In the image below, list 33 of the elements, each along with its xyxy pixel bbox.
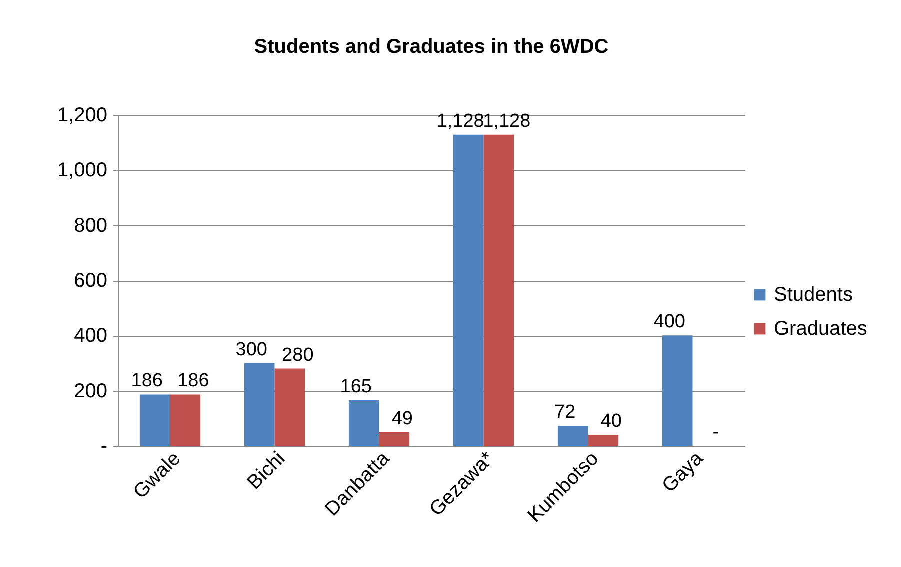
bar: [348, 400, 380, 446]
data-label: 186: [178, 370, 210, 392]
data-label: 49: [392, 408, 413, 430]
bar: [140, 394, 170, 446]
bar: [274, 368, 306, 446]
chart-title: Students and Graduates in the 6WDC: [254, 36, 609, 58]
data-label: 280: [282, 344, 314, 366]
data-label: 400: [654, 312, 686, 333]
data-label: 72: [554, 402, 576, 424]
bar: [453, 134, 484, 446]
bar: [484, 134, 514, 446]
legend-label: Graduates: [774, 318, 868, 340]
y-tick-label: -: [100, 436, 108, 458]
bar: [662, 336, 693, 446]
data-label: 300: [236, 339, 268, 360]
y-tick-label: 1,000: [57, 160, 108, 182]
y-tick-label: 200: [74, 380, 108, 402]
data-label: 1,128: [483, 110, 531, 132]
y-tick-label: 600: [74, 270, 108, 292]
data-label: 40: [600, 410, 622, 432]
bar: [379, 432, 410, 446]
y-tick-label: 400: [74, 325, 108, 348]
data-label: -: [712, 422, 720, 443]
bar: [558, 426, 588, 446]
data-label: 165: [340, 376, 372, 398]
data-label: 1,128: [436, 110, 484, 132]
bar: [170, 394, 201, 446]
bar: [588, 434, 619, 446]
y-tick-label: 800: [74, 214, 108, 237]
data-label: 186: [131, 370, 163, 392]
legend-label: Students: [774, 284, 853, 306]
bar: [244, 363, 275, 446]
y-tick-label: 1,200: [57, 104, 108, 126]
